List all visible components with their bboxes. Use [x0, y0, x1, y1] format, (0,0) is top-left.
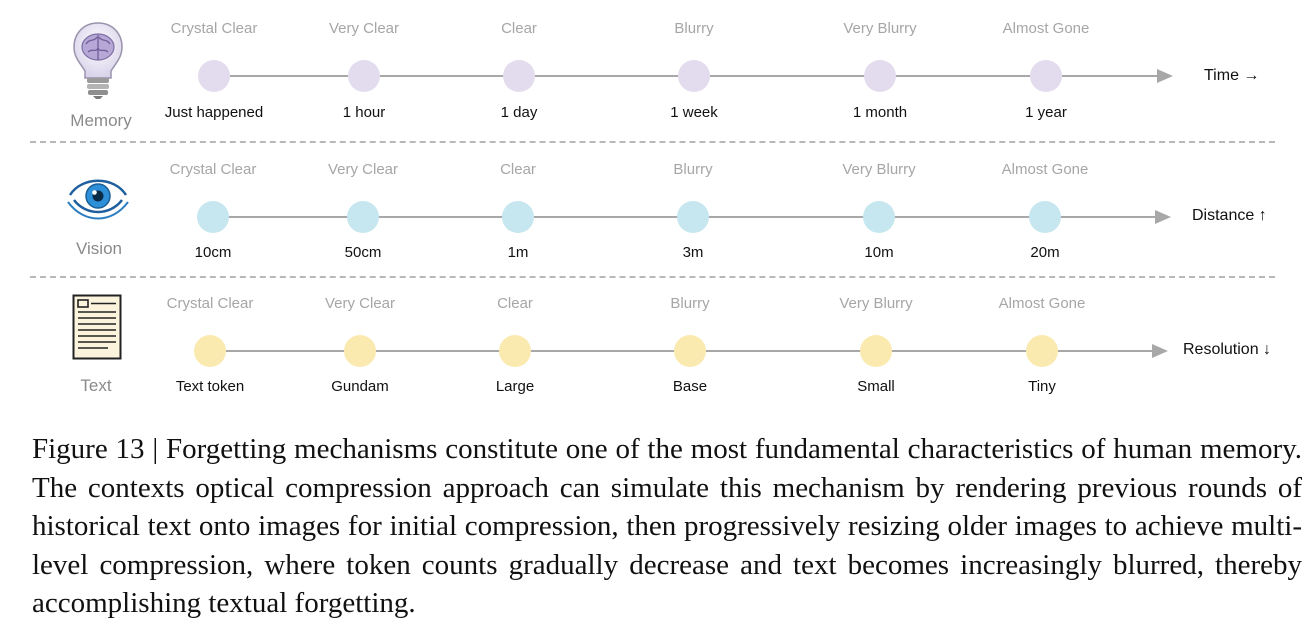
scale-label: 1 day	[500, 104, 538, 121]
eye-icon	[67, 179, 129, 220]
clarity-label: Almost Gone	[1001, 161, 1089, 178]
stage-dot-text	[674, 335, 706, 367]
row-divider	[30, 276, 1275, 278]
clarity-label: Very Blurry	[839, 295, 913, 312]
forgetting-diagram: Memory Vision Text Crystal Clear Just hap…	[30, 20, 1275, 395]
scale-label: 1 hour	[342, 104, 386, 121]
stage-dot-vision	[347, 201, 379, 233]
scale-label: Tiny	[1028, 378, 1056, 395]
scale-label: 10m	[864, 244, 894, 261]
clarity-label: Very Clear	[327, 161, 399, 178]
scale-label: Text token	[175, 378, 245, 395]
scale-label: Gundam	[331, 378, 389, 395]
stage-dot-memory	[678, 60, 710, 92]
arrowhead-text	[1152, 344, 1168, 358]
document-icon	[72, 294, 122, 360]
clarity-label: Crystal Clear	[170, 20, 258, 37]
stage-dot-memory	[864, 60, 896, 92]
row-label-vision: Vision	[76, 239, 122, 258]
axis-label-vision: Distance ↑	[1192, 207, 1267, 224]
row-label-memory: Memory	[70, 111, 132, 130]
arrowhead-vision	[1155, 210, 1171, 224]
clarity-label: Blurry	[670, 295, 710, 312]
clarity-label: Blurry	[673, 161, 713, 178]
scale-label: 3m	[682, 244, 704, 261]
stage-dot-vision	[863, 201, 895, 233]
clarity-label: Clear	[500, 161, 536, 178]
scale-label: Small	[857, 378, 895, 395]
stage-dot-text	[344, 335, 376, 367]
scale-label: 1 year	[1025, 104, 1067, 121]
clarity-label: Very Clear	[324, 295, 396, 312]
stage-dot-memory	[503, 60, 535, 92]
row-divider	[30, 141, 1275, 143]
scale-label: Just happened	[164, 104, 264, 121]
stage-dot-vision	[197, 201, 229, 233]
clarity-label: Very Clear	[328, 20, 400, 37]
scale-label: 10cm	[194, 244, 232, 261]
clarity-label: Clear	[501, 20, 537, 37]
clarity-label: Crystal Clear	[166, 295, 254, 312]
scale-label: 1 month	[852, 104, 908, 121]
scale-label: 20m	[1030, 244, 1060, 261]
stage-dot-memory	[348, 60, 380, 92]
clarity-label: Crystal Clear	[169, 161, 257, 178]
stage-dot-memory	[198, 60, 230, 92]
clarity-label: Almost Gone	[1002, 20, 1090, 37]
axis-label-memory: Time →	[1204, 67, 1260, 84]
scale-label: 1m	[507, 244, 529, 261]
clarity-label: Very Blurry	[842, 161, 916, 178]
clarity-label: Clear	[497, 295, 533, 312]
row-label-text: Text	[80, 376, 112, 395]
scale-label: Large	[495, 378, 535, 395]
figure-caption: Figure 13 | Forgetting mechanisms consti…	[32, 433, 1302, 619]
stage-dot-vision	[1029, 201, 1061, 233]
clarity-label: Blurry	[674, 20, 714, 37]
axis-label-text: Resolution ↓	[1183, 341, 1272, 358]
stage-dot-memory	[1030, 60, 1062, 92]
stage-dot-text	[1026, 335, 1058, 367]
arrowhead-memory	[1157, 69, 1173, 83]
stage-dot-text	[499, 335, 531, 367]
clarity-label: Almost Gone	[998, 295, 1086, 312]
clarity-label: Very Blurry	[843, 20, 917, 37]
lightbulb-brain-icon	[73, 22, 123, 99]
scale-label: 50cm	[344, 244, 382, 261]
scale-label: 1 week	[670, 104, 718, 121]
stage-dot-vision	[677, 201, 709, 233]
stage-dot-vision	[502, 201, 534, 233]
scale-label: Base	[672, 378, 708, 395]
stage-dot-text	[860, 335, 892, 367]
stage-dot-text	[194, 335, 226, 367]
